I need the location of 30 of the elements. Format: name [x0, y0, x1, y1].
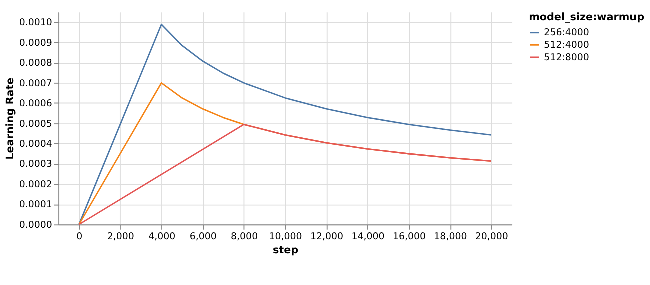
- line-series: [78, 124, 492, 226]
- x-tick-label: 14,000: [352, 231, 385, 242]
- x-tick-label: 10,000: [269, 231, 302, 242]
- legend-label: 256:4000: [544, 28, 590, 39]
- y-tick-label: 0.0006: [19, 98, 52, 110]
- y-tick-label: 0.0009: [19, 38, 52, 49]
- x-tick-label: 6,000: [190, 231, 217, 242]
- y-tick-label: 0.0002: [19, 179, 52, 190]
- x-tick-label: 2,000: [107, 231, 134, 242]
- y-tick-label: 0.0001: [19, 200, 52, 211]
- line-series: [78, 24, 492, 226]
- legend-label: 512:4000: [544, 40, 590, 51]
- x-tick-label: 8,000: [231, 231, 258, 242]
- legend-label: 512:8000: [544, 52, 590, 64]
- y-tick-label: 0.0000: [19, 220, 52, 231]
- x-tick-label: 4,000: [148, 231, 176, 242]
- x-axis-title: step: [272, 244, 299, 256]
- y-tick-label: 0.0004: [19, 138, 52, 150]
- y-tick-label: 0.0010: [19, 18, 52, 29]
- y-tick-label: 0.0007: [19, 78, 52, 90]
- y-tick-label: 0.0005: [19, 118, 52, 130]
- y-tick-label: 0.0008: [19, 58, 52, 70]
- x-tick-label: 16,000: [392, 231, 426, 242]
- x-tick-label: 20,000: [475, 231, 508, 242]
- x-tick-label: 0: [76, 231, 83, 242]
- legend-title: model_size:warmup: [529, 12, 645, 24]
- x-tick-label: 12,000: [310, 231, 344, 242]
- y-axis-title: Learning Rate: [4, 78, 17, 160]
- x-tick-label: 18,000: [434, 231, 468, 242]
- y-tick-label: 0.0003: [19, 159, 52, 170]
